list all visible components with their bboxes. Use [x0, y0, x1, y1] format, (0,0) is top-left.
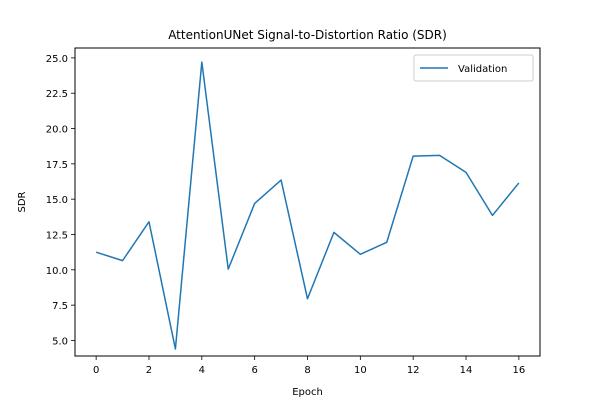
- y-tick-label: 5.0: [52, 336, 68, 347]
- axes-frame: [74, 47, 541, 357]
- x-tick-label: 2: [146, 365, 152, 376]
- y-tick-label: 17.5: [46, 160, 68, 171]
- x-axis-label: Epoch: [292, 387, 323, 398]
- y-axis-label: SDR: [17, 191, 28, 212]
- y-tick-label: 25.0: [46, 54, 68, 65]
- x-tick-label: 16: [512, 365, 525, 376]
- y-tick-label: 15.0: [46, 195, 68, 206]
- y-tick-label: 20.0: [46, 125, 68, 136]
- x-tick-label: 4: [199, 365, 205, 376]
- legend-label-validation: Validation: [458, 64, 507, 75]
- x-axis-ticks: 0 2 4 6 8 10 12 14 16: [93, 356, 525, 376]
- y-axis-ticks: 5.0 7.5 10.0 12.5 15.0 17.5 20.0 22.5 25.0: [46, 54, 75, 347]
- x-tick-label: 6: [251, 365, 257, 376]
- y-tick-label: 22.5: [46, 89, 68, 100]
- y-tick-label: 7.5: [52, 301, 68, 312]
- series-layer: [95, 61, 520, 350]
- x-tick-label: 8: [304, 365, 310, 376]
- x-tick-label: 14: [460, 365, 473, 376]
- x-tick-label: 10: [354, 365, 367, 376]
- legend-box: [413, 54, 534, 82]
- legend: Validation: [413, 54, 534, 82]
- series-line-validation: [95, 61, 520, 350]
- x-tick-label: 0: [93, 365, 99, 376]
- y-tick-label: 10.0: [46, 266, 68, 277]
- chart-title: AttentionUNet Signal-to-Distortion Ratio…: [168, 28, 447, 42]
- y-tick-label: 12.5: [46, 230, 68, 241]
- x-tick-label: 12: [407, 365, 420, 376]
